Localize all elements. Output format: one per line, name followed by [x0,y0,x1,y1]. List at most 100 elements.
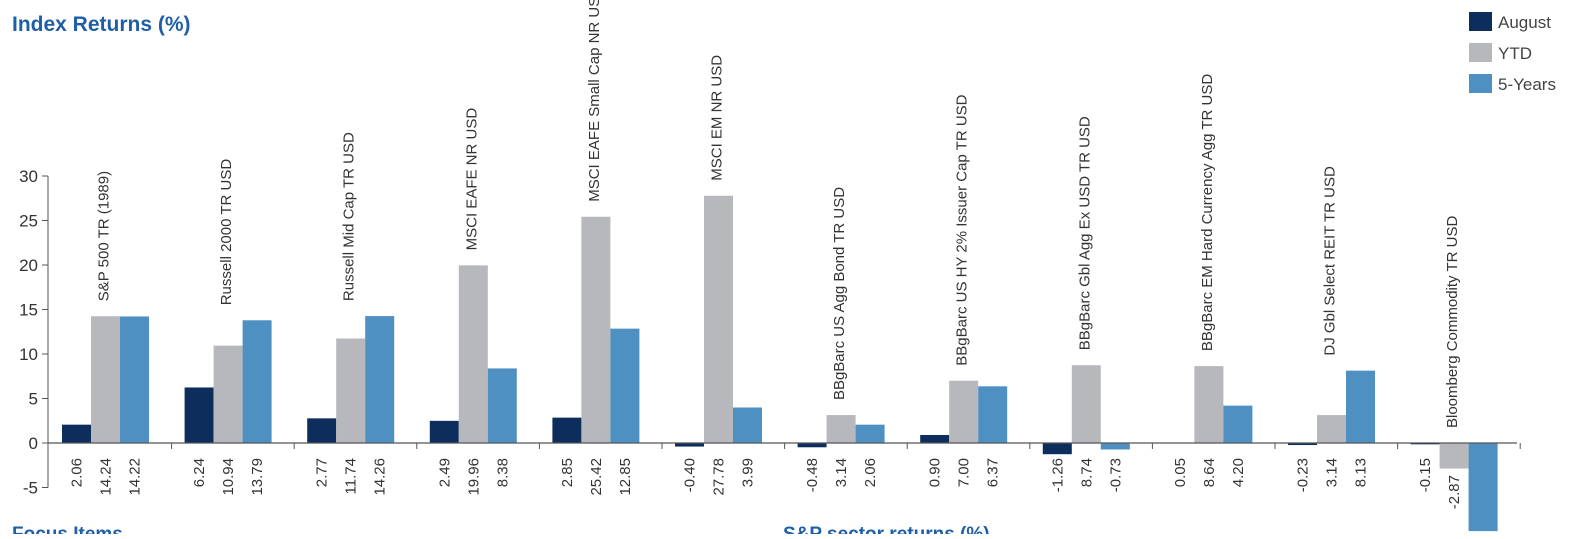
bar-ytd [704,195,733,443]
data-label: 14.22 [127,458,144,496]
data-label: 8.13 [1353,458,1370,487]
category-label: BBgBarc US HY 2% Issuer Cap TR USD [954,94,971,365]
bar-ytd [336,338,366,443]
category-label: DJ Gbl Select REIT TR USD [1322,166,1339,356]
bar-5-years [1346,370,1375,443]
category-label: Russell Mid Cap TR USD [341,132,358,301]
data-label: 10.94 [220,458,237,496]
category-label: BBgBarc EM Hard Currency Agg TR USD [1199,74,1216,351]
y-tick-label: 15 [19,301,38,320]
bar-august [1410,443,1440,445]
data-label: 0.90 [927,458,944,487]
bar-ytd [949,380,979,443]
y-tick-label: 20 [19,256,38,275]
bar-august [920,434,950,443]
data-label: 2.06 [862,458,879,487]
bar-5-years [1100,443,1130,450]
legend-swatch [1469,12,1492,31]
y-tick-label: 30 [19,167,38,186]
bar-august [1042,443,1072,455]
data-label: 2.49 [436,458,453,487]
legend-label: 5-Years [1498,75,1556,94]
data-label: 3.14 [833,458,850,487]
data-label: 2.06 [69,458,86,487]
data-label: 12.85 [617,458,634,496]
bar-5-years [120,316,149,443]
category-label: MSCI EAFE Small Cap NR USD [586,0,603,202]
data-label: 3.99 [740,458,757,487]
bar-august [797,443,827,448]
category-label: Bloomberg Commodity TR USD [1444,216,1461,428]
sector-returns-heading: S&P sector returns (%) [783,524,990,534]
legend-swatch [1469,74,1492,93]
bar-august [429,420,459,443]
focus-items-heading: Focus Items [12,524,123,534]
bar-5-years [733,407,762,443]
category-label: BBgBarc Gbl Agg Ex USD TR USD [1076,116,1093,350]
bar-august [184,387,214,443]
legend-label: YTD [1498,44,1532,63]
bar-august [62,424,91,443]
data-label: 2.77 [314,458,331,487]
data-label: 14.24 [98,458,115,496]
category-label: Russell 2000 TR USD [218,159,235,306]
data-label: -0.73 [1107,458,1124,492]
data-label: -0.48 [804,458,821,492]
y-tick-label: -5 [23,479,38,498]
bar-ytd [458,265,488,443]
legend-label: August [1498,13,1551,32]
data-label: 6.24 [191,458,208,487]
data-label: 25.42 [588,458,605,496]
data-label: -0.40 [682,458,699,492]
bar-5-years [365,316,395,443]
bar-5-years [1468,443,1498,532]
y-tick-label: 0 [29,434,38,453]
y-tick-label: 10 [19,345,38,364]
data-label: -0.15 [1417,458,1434,492]
bar-5-years [487,368,517,443]
bar-ytd [1317,415,1346,443]
data-label: 8.38 [494,458,511,487]
bar-ytd [213,345,243,443]
data-label: -0.23 [1295,458,1312,492]
data-label: 13.79 [249,458,266,496]
data-label: 11.74 [343,458,360,494]
data-label: 2.85 [559,458,576,487]
bar-ytd [826,415,856,443]
bar-august [552,417,582,443]
category-label: BBgBarc US Agg Bond TR USD [831,187,848,400]
data-label: 7.00 [956,458,973,487]
data-label: 8.74 [1078,458,1095,487]
bar-5-years [242,320,272,443]
category-label: MSCI EAFE NR USD [463,108,480,251]
data-label: -2.87 [1446,475,1463,509]
bar-ytd [581,216,611,443]
data-label: 19.96 [465,458,482,496]
bar-5-years [978,386,1008,443]
bar-5-years [1223,405,1253,443]
data-label: -1.26 [1049,458,1066,492]
plot-area: 30 25 20 15 10 5 0 -5 2.06 14.24 14.22 S&P 500 TR (… [19,0,1521,532]
legend-swatch [1469,43,1492,62]
data-label: 14.26 [372,458,389,496]
bar-ytd [1194,366,1224,443]
bar-ytd [91,316,120,443]
data-label: 0.05 [1172,458,1189,487]
chart-title: Index Returns (%) [12,13,191,36]
bar-august [675,443,704,447]
bar-5-years [855,424,885,443]
data-label: 8.64 [1201,458,1218,487]
data-label: 6.37 [985,458,1002,487]
bar-ytd [1439,443,1469,469]
category-label: S&P 500 TR (1989) [96,171,113,301]
bar-august [1288,443,1317,446]
bar-ytd [1071,365,1101,443]
bar-5-years [610,328,640,443]
y-tick-label: 5 [29,390,38,409]
bar-august [307,418,337,443]
y-tick-label: 25 [19,212,38,231]
data-label: 27.78 [711,458,728,496]
legend: August YTD 5-Years [1469,12,1556,94]
